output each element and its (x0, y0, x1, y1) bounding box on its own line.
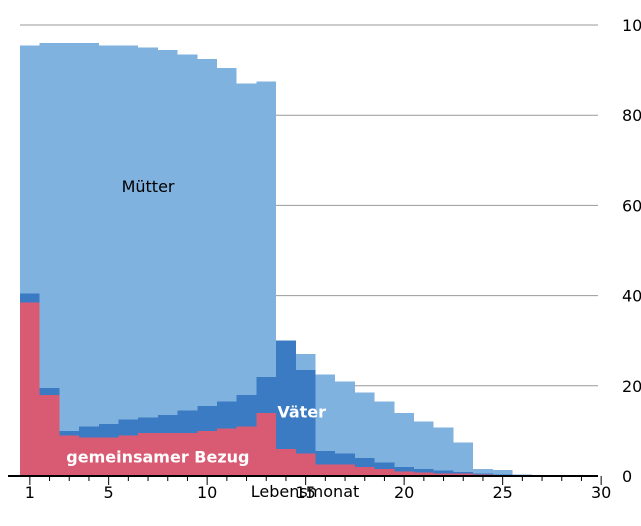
bar-gemeinsam-17 (335, 464, 355, 476)
bar-vaeter-20 (394, 466, 414, 472)
bar-muetter-25 (492, 470, 513, 475)
bar-vaeter-19 (374, 462, 395, 470)
x-axis (8, 475, 602, 485)
annotation-gemeinsam: gemeinsamer Bezug (66, 447, 249, 466)
bar-muetter-17 (335, 381, 355, 454)
bar-gemeinsam-14 (276, 448, 296, 476)
y-tick-label-100: 100 (622, 16, 641, 35)
bar-vaeter-8 (157, 415, 178, 434)
x-tick-label-5: 5 (104, 483, 114, 502)
bar-muetter-11 (217, 67, 237, 402)
y-axis-tick-labels: 0 20 40 60 80 100 (622, 16, 641, 486)
annotation-muetter: Mütter (122, 177, 175, 196)
bar-vaeter-6 (118, 419, 139, 436)
bar-gemeinsam-23 (453, 473, 474, 476)
bars (20, 43, 533, 476)
bar-muetter-2 (39, 43, 60, 389)
bar-gemeinsam-9 (177, 433, 198, 476)
bar-gemeinsam-22 (433, 473, 454, 476)
x-tick-label-25: 25 (492, 483, 512, 502)
bar-vaeter-23 (453, 471, 474, 474)
bar-vaeter-13 (256, 376, 277, 413)
bar-muetter-19 (374, 401, 395, 463)
bar-vaeter-17 (335, 453, 355, 465)
y-tick-label-60: 60 (622, 196, 641, 215)
bar-gemeinsam-5 (98, 437, 119, 476)
bar-vaeter-15 (295, 370, 316, 454)
bar-gemeinsam-19 (374, 469, 395, 476)
annotation-vaeter: Väter (277, 402, 326, 421)
bar-vaeter-12 (236, 394, 257, 427)
bar-gemeinsam-15 (295, 453, 316, 476)
bar-muetter-5 (98, 45, 119, 425)
bar-gemeinsam-20 (394, 471, 414, 476)
y-tick-label-0: 0 (622, 467, 632, 486)
bar-muetter-15 (295, 354, 316, 371)
bar-gemeinsam-1 (20, 302, 40, 476)
bar-muetter-20 (394, 412, 414, 467)
x-tick-label-1: 1 (25, 483, 35, 502)
bar-muetter-16 (315, 374, 336, 452)
x-tick-label-20: 20 (394, 483, 414, 502)
bar-gemeinsam-2 (39, 394, 60, 476)
bar-vaeter-3 (59, 430, 80, 436)
bar-gemeinsam-18 (354, 466, 375, 476)
bar-muetter-12 (236, 83, 257, 395)
bar-gemeinsam-7 (138, 433, 158, 476)
bar-muetter-21 (414, 421, 434, 469)
x-tick-label-15: 15 (295, 483, 315, 502)
bar-gemeinsam-10 (197, 430, 217, 476)
bar-muetter-9 (177, 54, 198, 411)
x-axis-tick-labels: 1 5 10 15 20 25 30 (25, 483, 612, 502)
y-tick-label-80: 80 (622, 106, 641, 125)
bar-muetter-3 (59, 43, 80, 431)
bar-muetter-1 (20, 45, 40, 294)
x-tick-label-10: 10 (197, 483, 217, 502)
bar-vaeter-18 (354, 457, 375, 467)
bar-vaeter-5 (98, 424, 119, 438)
bar-muetter-22 (433, 427, 454, 471)
x-tick-label-30: 30 (591, 483, 611, 502)
bar-vaeter-2 (39, 388, 60, 395)
bar-vaeter-10 (197, 406, 217, 431)
bar-gemeinsam-3 (59, 435, 80, 476)
bar-gemeinsam-11 (217, 428, 237, 476)
bar-gemeinsam-21 (414, 472, 434, 476)
bar-gemeinsam-13 (256, 412, 277, 476)
bar-vaeter-16 (315, 451, 336, 465)
bar-vaeter-24 (473, 473, 493, 475)
bar-vaeter-9 (177, 410, 198, 434)
bar-gemeinsam-12 (236, 426, 257, 476)
bar-vaeter-4 (79, 426, 99, 438)
bar-muetter-23 (453, 442, 474, 472)
bar-vaeter-11 (217, 401, 237, 429)
bar-muetter-8 (157, 49, 178, 416)
bar-muetter-13 (256, 81, 277, 377)
bar-muetter-4 (79, 43, 99, 427)
bar-gemeinsam-16 (315, 464, 336, 476)
bar-vaeter-21 (414, 468, 434, 473)
y-tick-label-20: 20 (622, 377, 641, 396)
bar-vaeter-1 (20, 293, 40, 303)
bar-vaeter-7 (138, 417, 158, 434)
bar-gemeinsam-6 (118, 435, 139, 476)
x-axis-label: Lebensmonat (251, 482, 360, 501)
bar-vaeter-22 (433, 470, 454, 474)
bar-muetter-10 (197, 58, 217, 407)
bar-muetter-18 (354, 392, 375, 458)
bar-muetter-6 (118, 45, 139, 420)
bar-gemeinsam-8 (157, 433, 178, 476)
series-annotations: Mütter Väter gemeinsamer Bezug (66, 177, 326, 467)
bar-muetter-24 (473, 469, 493, 474)
bar-gemeinsam-4 (79, 437, 99, 476)
bar-muetter-7 (138, 47, 158, 418)
bar-vaeter-14 (276, 340, 296, 449)
y-tick-label-40: 40 (622, 287, 641, 306)
